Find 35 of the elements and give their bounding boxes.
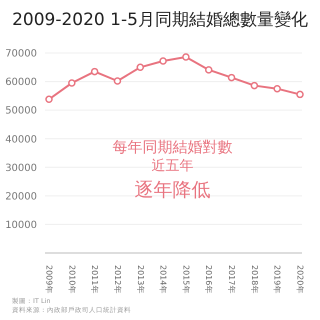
y-tick-label: 70000 <box>5 48 37 60</box>
point <box>250 82 258 90</box>
point <box>228 74 236 82</box>
y-tick-label: 30000 <box>5 162 37 174</box>
y-tick-label: 50000 <box>5 106 37 117</box>
point <box>182 53 190 61</box>
point <box>296 90 304 98</box>
point <box>45 96 53 104</box>
x-tick-label: 2015年 <box>181 265 190 294</box>
point <box>204 66 212 74</box>
chart-title: 2009-2020 1-5月同期結婚總數量變化 <box>11 9 309 31</box>
x-tick-label: 2012年 <box>112 265 122 294</box>
point <box>68 79 76 87</box>
annotation: 逐年降低 <box>134 178 212 203</box>
x-tick-label: 2016年 <box>204 265 214 294</box>
x-tick-label: 2010年 <box>67 265 76 294</box>
y-tick-label: 60000 <box>5 77 37 88</box>
point <box>273 84 281 92</box>
x-tick-label: 2011年 <box>90 265 100 294</box>
y-tick-label: 20000 <box>5 191 37 202</box>
y-tick-label: 40000 <box>5 134 37 146</box>
x-tick-label: 2019年 <box>272 265 282 294</box>
x-tick-label: 2017年 <box>227 265 236 294</box>
x-tick-label: 2009年 <box>44 265 54 294</box>
x-tick-label: 2013年 <box>136 265 145 294</box>
point <box>136 64 144 72</box>
x-tick-label: 2018年 <box>250 265 259 294</box>
y-tick-label: 10000 <box>5 220 37 231</box>
point <box>90 68 98 76</box>
annotation: 每年同期結婚對數 <box>112 138 234 157</box>
point <box>114 77 122 85</box>
point <box>159 57 167 65</box>
x-tick-label: 2014年 <box>158 265 168 294</box>
x-tick-label: 2020年 <box>296 265 304 294</box>
annotation: 近五年 <box>150 157 194 175</box>
